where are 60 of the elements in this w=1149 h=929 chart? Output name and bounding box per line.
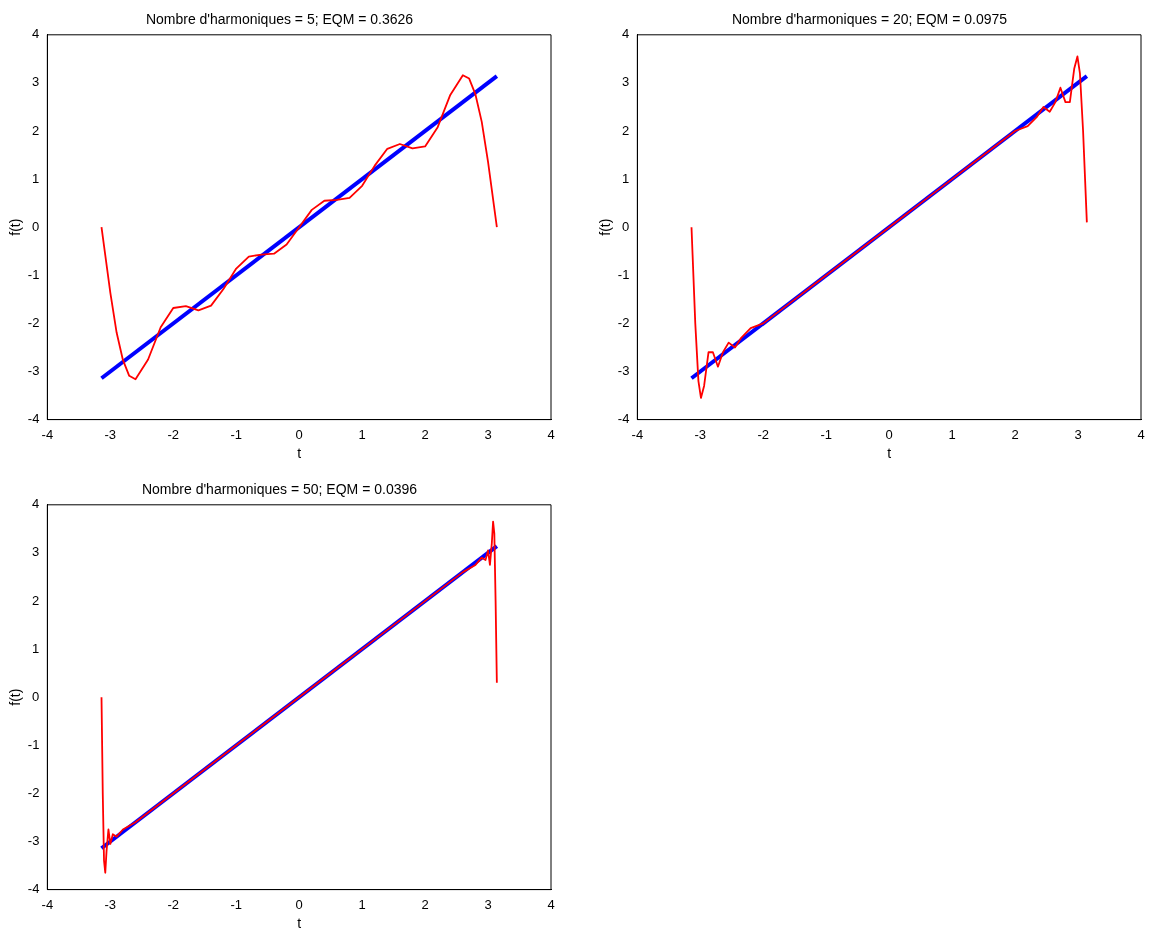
- x-tick-label: 3: [484, 426, 492, 442]
- x-tick-label: -1: [820, 426, 833, 442]
- y-tick-label: 4: [622, 26, 630, 42]
- y-axis-title: f(t): [597, 218, 614, 236]
- y-tick-label: -4: [27, 411, 40, 427]
- y-tick-label: 4: [32, 496, 40, 512]
- x-tick-label: -2: [757, 426, 770, 442]
- x-tick-label: -1: [230, 426, 243, 442]
- x-tick-label: 4: [1137, 426, 1145, 442]
- y-tick-label: -1: [27, 266, 40, 282]
- x-tick-label: 3: [484, 896, 492, 912]
- y-tick-label: 3: [622, 74, 630, 90]
- x-tick-label: 1: [358, 896, 366, 912]
- chart-title: Nombre d'harmoniques = 50; EQM = 0.0396: [141, 481, 418, 498]
- y-tick-label: -2: [617, 314, 630, 330]
- x-tick-label: -1: [230, 896, 243, 912]
- x-axis-title: t: [297, 915, 302, 929]
- y-tick-label: -2: [27, 784, 40, 800]
- x-tick-label: 2: [1011, 426, 1019, 442]
- y-tick-label: 3: [32, 544, 40, 560]
- y-tick-label: 1: [32, 640, 40, 656]
- y-axis-title: f(t): [7, 218, 24, 236]
- y-axis-title: f(t): [7, 688, 24, 706]
- x-tick-label: -3: [104, 426, 117, 442]
- y-tick-label: 4: [32, 26, 40, 42]
- x-tick-label: 2: [421, 896, 429, 912]
- chart-title: Nombre d'harmoniques = 5; EQM = 0.3626: [145, 11, 414, 28]
- chart-title: Nombre d'harmoniques = 20; EQM = 0.0975: [731, 11, 1008, 28]
- x-axis-title: t: [887, 445, 892, 462]
- x-tick-label: -3: [694, 426, 707, 442]
- y-tick-label: -1: [27, 736, 40, 752]
- x-tick-label: -2: [167, 896, 180, 912]
- x-tick-label: 0: [295, 426, 303, 442]
- y-tick-label: -3: [27, 363, 40, 379]
- x-tick-label: 2: [421, 426, 429, 442]
- y-tick-label: -4: [27, 881, 40, 897]
- x-tick-label: -2: [167, 426, 180, 442]
- y-tick-label: 2: [32, 122, 40, 138]
- x-tick-label: 3: [1074, 426, 1082, 442]
- y-tick-label: 0: [32, 218, 40, 234]
- y-tick-label: -3: [617, 363, 630, 379]
- y-tick-label: 1: [32, 170, 40, 186]
- y-tick-label: 0: [32, 688, 40, 704]
- x-tick-label: 1: [948, 426, 956, 442]
- y-tick-label: -2: [27, 314, 40, 330]
- y-tick-label: 3: [32, 74, 40, 90]
- x-tick-label: 1: [358, 426, 366, 442]
- x-tick-label: 4: [547, 896, 555, 912]
- x-tick-label: 4: [547, 426, 555, 442]
- y-tick-label: -3: [27, 833, 40, 849]
- y-tick-label: 1: [622, 170, 630, 186]
- x-tick-label: 0: [885, 426, 893, 442]
- y-tick-label: 2: [32, 592, 40, 608]
- x-axis-title: t: [297, 445, 302, 462]
- x-tick-label: 0: [295, 896, 303, 912]
- x-tick-label: -3: [104, 896, 117, 912]
- y-tick-label: -4: [617, 411, 630, 427]
- y-tick-label: 2: [622, 122, 630, 138]
- y-tick-label: 0: [622, 218, 630, 234]
- y-tick-label: -1: [617, 266, 630, 282]
